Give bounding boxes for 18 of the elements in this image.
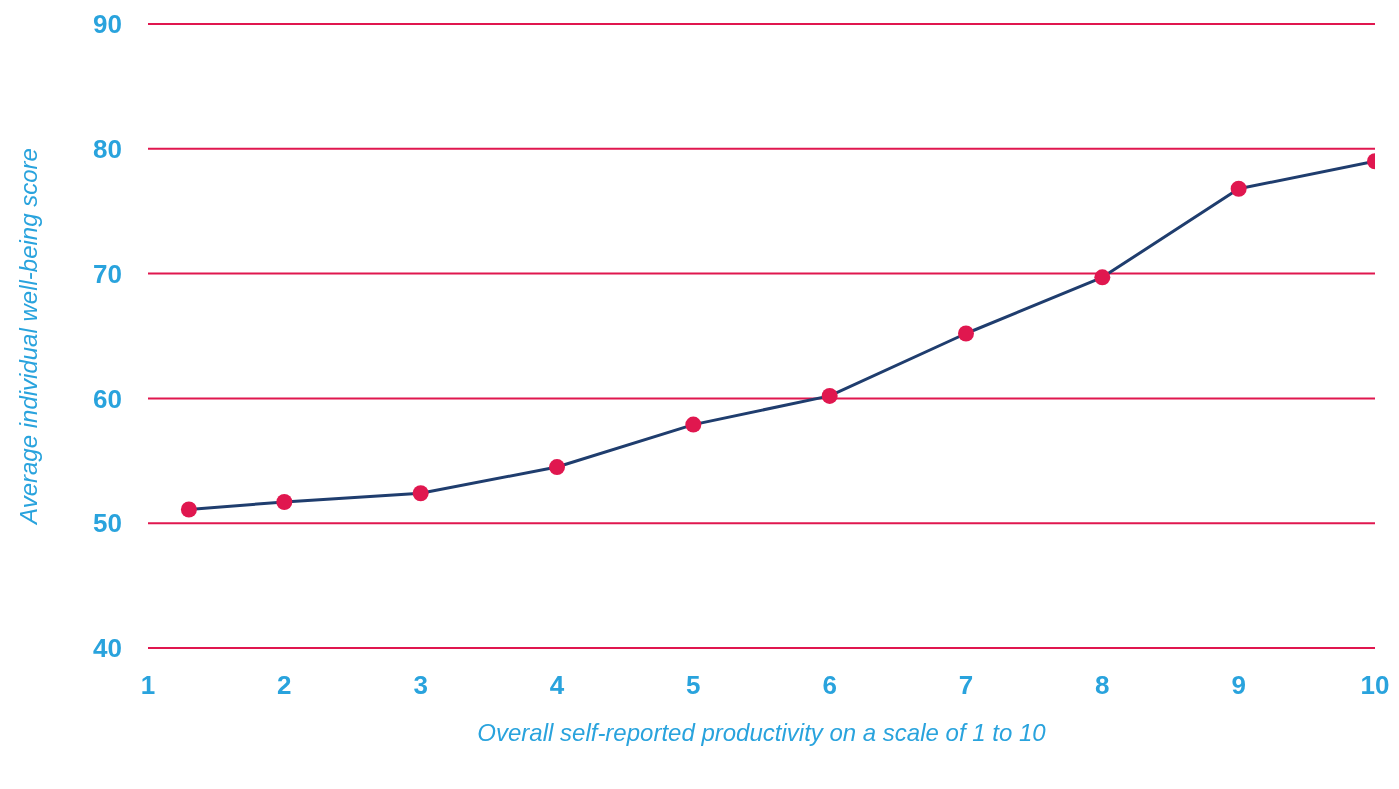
x-tick-label: 5 [686, 670, 701, 701]
x-tick-label: 2 [277, 670, 292, 701]
x-tick-label: 4 [549, 670, 565, 701]
x-tick-label: 3 [413, 670, 428, 701]
y-tick-label: 70 [93, 258, 122, 289]
y-tick-label: 40 [93, 633, 122, 664]
x-tick-label: 10 [1360, 670, 1390, 701]
y-tick-label: 60 [93, 383, 122, 414]
y-tick-label: 90 [93, 9, 122, 40]
y-tick-label: 50 [93, 508, 122, 539]
x-tick-label: 7 [958, 670, 974, 701]
x-tick-label: 9 [1231, 670, 1246, 701]
x-tick-label: 1 [140, 670, 156, 701]
x-tick-label: 8 [1095, 670, 1110, 701]
x-axis-title: Overall self-reported productivity on a scale of 1 to 10 [477, 719, 1047, 746]
x-tick-label: 6 [822, 670, 837, 701]
y-axis-title: Average individual well-being score [14, 148, 42, 526]
y-tick-label: 80 [93, 134, 122, 165]
